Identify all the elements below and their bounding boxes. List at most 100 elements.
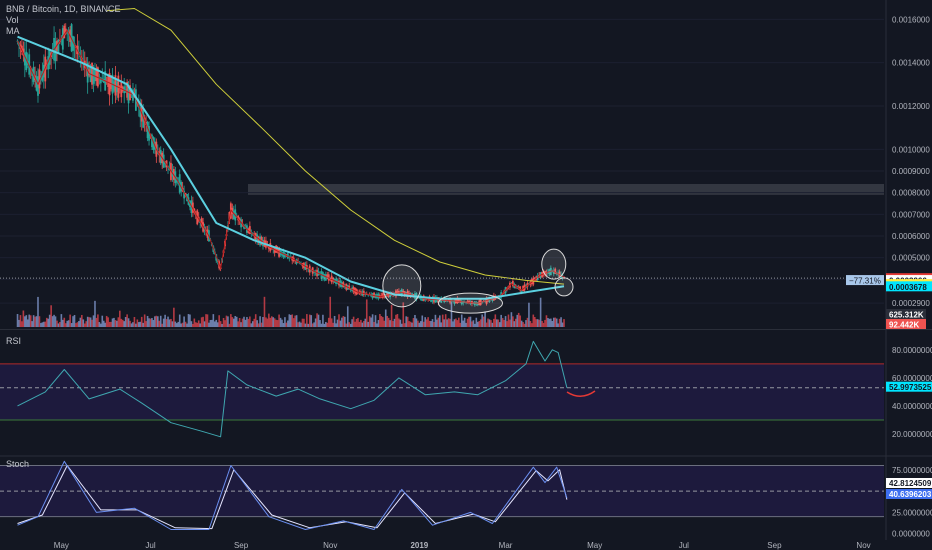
volume-bar [425, 319, 428, 327]
volume-bar [151, 318, 153, 327]
volume-bar [349, 323, 352, 327]
volume-bar [189, 314, 191, 327]
volume-bar [434, 314, 437, 327]
volume-bar [300, 322, 302, 327]
volume-bar [288, 314, 291, 327]
time-axis-label: Sep [234, 541, 249, 550]
candle-body [162, 154, 165, 168]
volume-bar [263, 296, 266, 327]
volume-bar [140, 316, 143, 327]
volume-bar [219, 321, 222, 327]
volume-bar [446, 319, 448, 327]
volume-bar [85, 321, 88, 327]
volume-bar [171, 321, 174, 327]
candle-body [440, 298, 443, 303]
price-tick-label: 0.0016000 [892, 15, 930, 24]
volume-bar [246, 317, 248, 327]
volume-bar [89, 317, 92, 327]
volume-bar [361, 322, 364, 327]
volume-bar [50, 305, 52, 327]
rsi-band [0, 363, 884, 420]
volume-bar [40, 323, 42, 327]
volume-bar [167, 316, 169, 327]
volume-bar [120, 318, 123, 327]
volume-bar [551, 320, 554, 327]
candle-body [237, 215, 240, 221]
volume-bar [422, 321, 425, 327]
candle-body [511, 280, 514, 286]
volume-bar [72, 316, 74, 327]
volume-bar [86, 316, 89, 327]
volume-bar [143, 314, 146, 327]
rsi-value-box [886, 381, 932, 392]
volume-bar [211, 319, 213, 327]
rsi-annotation-curve [566, 390, 596, 397]
volume-bar [212, 314, 215, 327]
volume-bar [319, 320, 321, 327]
candle-body [430, 297, 432, 302]
price-tick-label: 0.0006000 [892, 232, 930, 241]
volume-bar [225, 315, 228, 327]
volume-bar [339, 320, 342, 327]
volume-bar [241, 318, 244, 327]
candle-body [457, 298, 460, 303]
candle-body [142, 110, 145, 128]
ma-legend-label: MA [6, 26, 20, 36]
candle-body [519, 286, 522, 291]
volume-bar [387, 317, 390, 327]
volume-bar [205, 314, 207, 327]
volume-bar [341, 317, 343, 327]
candle-body [37, 76, 39, 96]
volume-bar [247, 318, 250, 327]
volume-bar [152, 320, 155, 327]
volume-bar [28, 314, 31, 327]
candle-body [240, 219, 242, 228]
candle-body [108, 73, 111, 96]
volume-bar [519, 315, 521, 327]
volume-bar [450, 302, 453, 327]
volume-bar [409, 321, 412, 327]
stoch-value-box [886, 478, 932, 488]
candle-body [386, 292, 389, 297]
volume-bar [485, 322, 488, 327]
volume-bar [345, 323, 348, 327]
volume-bar [396, 314, 399, 327]
price-tick-label: 0.0012000 [892, 102, 930, 111]
candle-body [41, 71, 44, 81]
volume-bar [183, 316, 185, 327]
volume-legend-label: Vol [6, 15, 19, 25]
symbol-title[interactable]: BNB / Bitcoin, 1D, BINANCE [6, 4, 121, 14]
volume-bar [557, 323, 559, 327]
volume-bar [254, 314, 257, 327]
candle-body [389, 293, 392, 298]
stoch-value-box [886, 489, 932, 499]
volume-bar [555, 318, 558, 327]
volume-bar [322, 314, 324, 327]
ma-cyan-line [17, 35, 565, 300]
volume-bar [139, 321, 142, 327]
volume-bar [314, 318, 317, 327]
volume-bar [382, 317, 384, 327]
volume-bar [133, 316, 136, 327]
volume-bar [113, 317, 115, 327]
volume-bar [439, 315, 441, 327]
volume-bar [437, 317, 440, 327]
volume-bar [235, 316, 238, 327]
volume-bar [116, 320, 118, 327]
volume-bar [522, 322, 524, 327]
volume-bar [536, 319, 539, 327]
volume-bar [130, 323, 133, 327]
annotation-ellipse [437, 292, 503, 314]
candle-body [127, 85, 130, 104]
volume-bar [148, 318, 150, 327]
volume-bar [177, 321, 180, 327]
volume-layer [16, 296, 565, 327]
volume-bar [317, 314, 320, 327]
candle-body [468, 300, 470, 304]
candle-body [47, 56, 50, 70]
volume-bar [401, 323, 403, 327]
volume-bar [295, 315, 298, 327]
volume-bar [82, 319, 85, 327]
volume-bar [308, 314, 311, 327]
